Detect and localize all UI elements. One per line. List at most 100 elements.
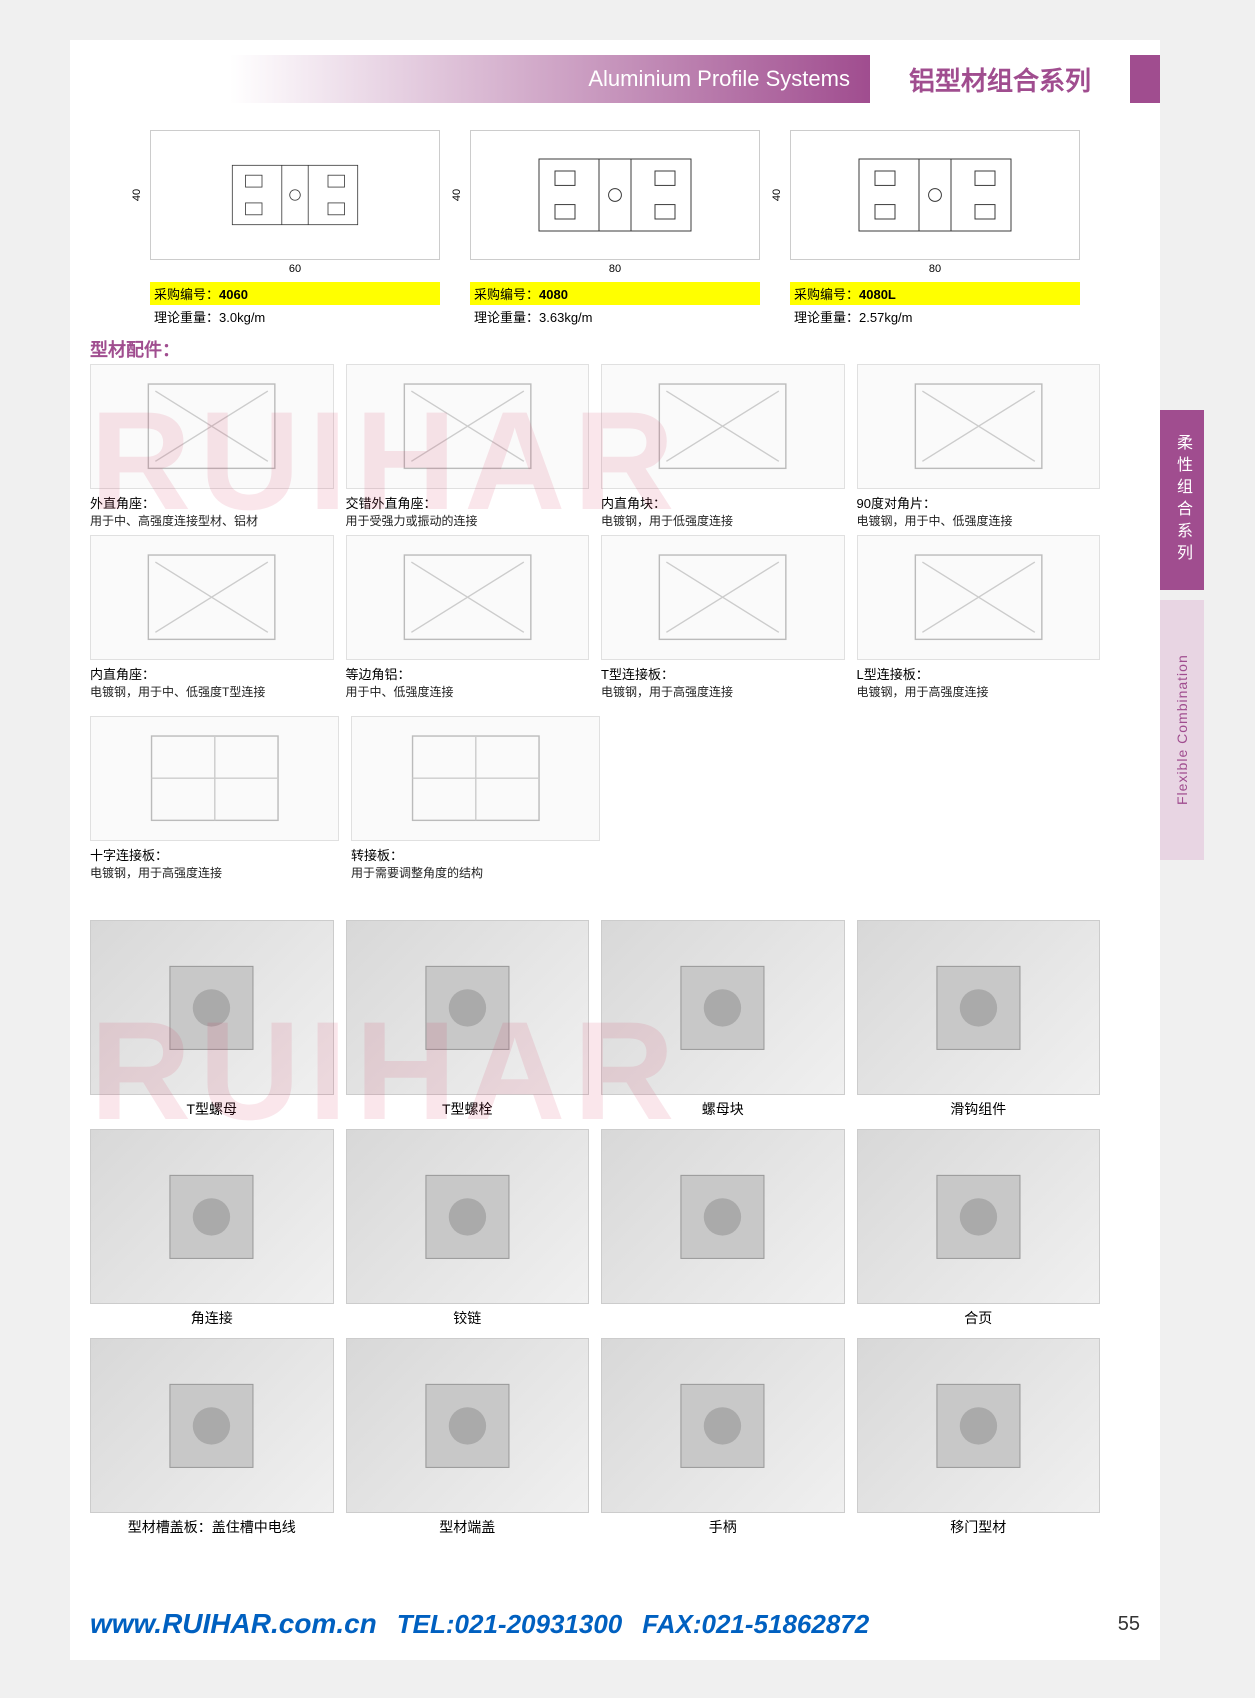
profile-code-row: 采购编号：4080 [470, 282, 760, 305]
accessory-cell: 转接板：用于需要调整角度的结构 [351, 716, 600, 881]
photo-caption: T型螺母 [90, 1099, 334, 1119]
photo-caption: T型螺栓 [346, 1099, 590, 1119]
profile-drawing: 4080 [470, 130, 760, 260]
photo-cell: T型螺栓 [346, 920, 590, 1119]
side-tab-cn: 柔性组合系列 [1160, 410, 1204, 590]
accessory-cell: L型连接板：电镀钢，用于高强度连接 [857, 535, 1101, 700]
photo-cell: 型材端盖 [346, 1338, 590, 1537]
profile-item: 4060采购编号：4060理论重量：3.0kg/m [150, 130, 440, 328]
accessory-cell: 十字连接板：电镀钢，用于高强度连接 [90, 716, 339, 881]
accessory-cell: T型连接板：电镀钢，用于高强度连接 [601, 535, 845, 700]
accessory-title: 转接板： [351, 845, 600, 864]
accessory-cell: 等边角铝：用于中、低强度连接 [346, 535, 590, 700]
header-gradient: Aluminium Profile Systems [70, 55, 870, 103]
accessory-drawing [90, 716, 339, 841]
accessory-desc: 电镀钢，用于低强度连接 [601, 512, 845, 529]
footer-fax: FAX:021-51862872 [642, 1609, 869, 1640]
photo-cell: 螺母块 [601, 920, 845, 1119]
page-footer: www.RUIHAR.com.cn TEL:021-20931300 FAX:0… [90, 1608, 1120, 1640]
photo-caption: 螺母块 [601, 1099, 845, 1119]
product-photo [857, 1129, 1101, 1304]
header-title-cn-box: 铝型材组合系列 [870, 55, 1130, 103]
accessory-title: 十字连接板： [90, 845, 339, 864]
accessory-drawing [351, 716, 600, 841]
accessory-cell: 外直角座：用于中、高强度连接型材、铝材 [90, 364, 334, 529]
footer-url: www.RUIHAR.com.cn [90, 1608, 377, 1640]
profile-drawing: 4060 [150, 130, 440, 260]
photo-cell: 手柄 [601, 1338, 845, 1537]
accessory-desc: 电镀钢，用于中、低强度T型连接 [90, 683, 334, 700]
profile-weight-row: 理论重量：3.0kg/m [150, 305, 440, 328]
product-photo [90, 920, 334, 1095]
dim-height: 40 [451, 189, 463, 201]
profile-meta: 采购编号：4080理论重量：3.63kg/m [470, 282, 760, 328]
product-photo [346, 1338, 590, 1513]
photo-caption: 合页 [857, 1308, 1101, 1328]
product-photo [346, 1129, 590, 1304]
photo-caption: 铰链 [346, 1308, 590, 1328]
accessory-desc: 电镀钢，用于中、低强度连接 [857, 512, 1101, 529]
photo-caption: 角连接 [90, 1308, 334, 1328]
photo-caption: 滑钩组件 [857, 1099, 1101, 1119]
profile-code: 4080L [859, 287, 896, 302]
product-photo [857, 920, 1101, 1095]
accessory-desc: 用于需要调整角度的结构 [351, 864, 600, 881]
photo-cell: 移门型材 [857, 1338, 1101, 1537]
accessory-desc: 电镀钢，用于高强度连接 [857, 683, 1101, 700]
dim-width: 80 [609, 263, 621, 275]
profile-code: 4060 [219, 287, 248, 302]
header-title-en: Aluminium Profile Systems [588, 66, 850, 92]
header-accent-bar [1130, 55, 1160, 103]
accessory-title: L型连接板： [857, 664, 1101, 683]
accessory-drawing [346, 364, 590, 489]
profile-row: 4060采购编号：4060理论重量：3.0kg/m 4080采购编号：4080理… [150, 130, 1080, 328]
product-photo [90, 1129, 334, 1304]
product-photo [90, 1338, 334, 1513]
footer-tel: TEL:021-20931300 [397, 1609, 622, 1640]
photo-caption: 型材槽盖板：盖住槽中电线 [90, 1517, 334, 1537]
photo-cell: 角连接 [90, 1129, 334, 1328]
accessory-desc: 用于中、低强度连接 [346, 683, 590, 700]
product-photo [601, 1129, 845, 1304]
photo-cell: 型材槽盖板：盖住槽中电线 [90, 1338, 334, 1537]
page-header: Aluminium Profile Systems 铝型材组合系列 [70, 55, 1160, 103]
accessory-desc: 用于中、高强度连接型材、铝材 [90, 512, 334, 529]
profile-code: 4080 [539, 287, 568, 302]
accessory-title: 交错外直角座： [346, 493, 590, 512]
photo-grid: T型螺母 T型螺栓螺母块滑钩组件角连接铰链 合页型材槽盖板：盖住槽中电线型材端盖手柄… [90, 920, 1100, 1537]
accessory-drawing [857, 535, 1101, 660]
accessory-title: 内直角座： [90, 664, 334, 683]
profile-item: 4080采购编号：4080理论重量：3.63kg/m [470, 130, 760, 328]
profile-weight-row: 理论重量：3.63kg/m [470, 305, 760, 328]
profile-code-row: 采购编号：4060 [150, 282, 440, 305]
section-label: 型材配件： [90, 336, 180, 362]
product-photo [601, 1338, 845, 1513]
photo-caption: 移门型材 [857, 1517, 1101, 1537]
accessory-drawing [601, 364, 845, 489]
catalog-page: Aluminium Profile Systems 铝型材组合系列 柔性组合系列… [70, 40, 1160, 1660]
photo-cell: 滑钩组件 [857, 920, 1101, 1119]
accessory-title: T型连接板： [601, 664, 845, 683]
product-photo [857, 1338, 1101, 1513]
profile-meta: 采购编号：4080L理论重量：2.57kg/m [790, 282, 1080, 328]
profile-weight: 3.63kg/m [539, 310, 592, 325]
header-title-cn: 铝型材组合系列 [909, 61, 1091, 98]
accessory-desc: 电镀钢，用于高强度连接 [601, 683, 845, 700]
profile-drawing: 4080 [790, 130, 1080, 260]
accessory-drawing [857, 364, 1101, 489]
dim-height: 40 [771, 189, 783, 201]
profile-item: 4080 采购编号：4080L理论重量：2.57kg/m [790, 130, 1080, 328]
accessory-cell: 内直角座：电镀钢，用于中、低强度T型连接 [90, 535, 334, 700]
photo-cell: 铰链 [346, 1129, 590, 1328]
photo-cell: 合页 [857, 1129, 1101, 1328]
accessory-title: 内直角块： [601, 493, 845, 512]
accessory-drawing [346, 535, 590, 660]
dim-height: 40 [131, 189, 143, 201]
accessory-cell: 交错外直角座：用于受强力或振动的连接 [346, 364, 590, 529]
profile-code-row: 采购编号：4080L [790, 282, 1080, 305]
photo-caption: 型材端盖 [346, 1517, 590, 1537]
accessory-cell: 90度对角片：电镀钢，用于中、低强度连接 [857, 364, 1101, 529]
accessories-grid-row3: 十字连接板：电镀钢，用于高强度连接转接板：用于需要调整角度的结构 [90, 716, 600, 881]
product-photo [346, 920, 590, 1095]
photo-cell [601, 1129, 845, 1328]
